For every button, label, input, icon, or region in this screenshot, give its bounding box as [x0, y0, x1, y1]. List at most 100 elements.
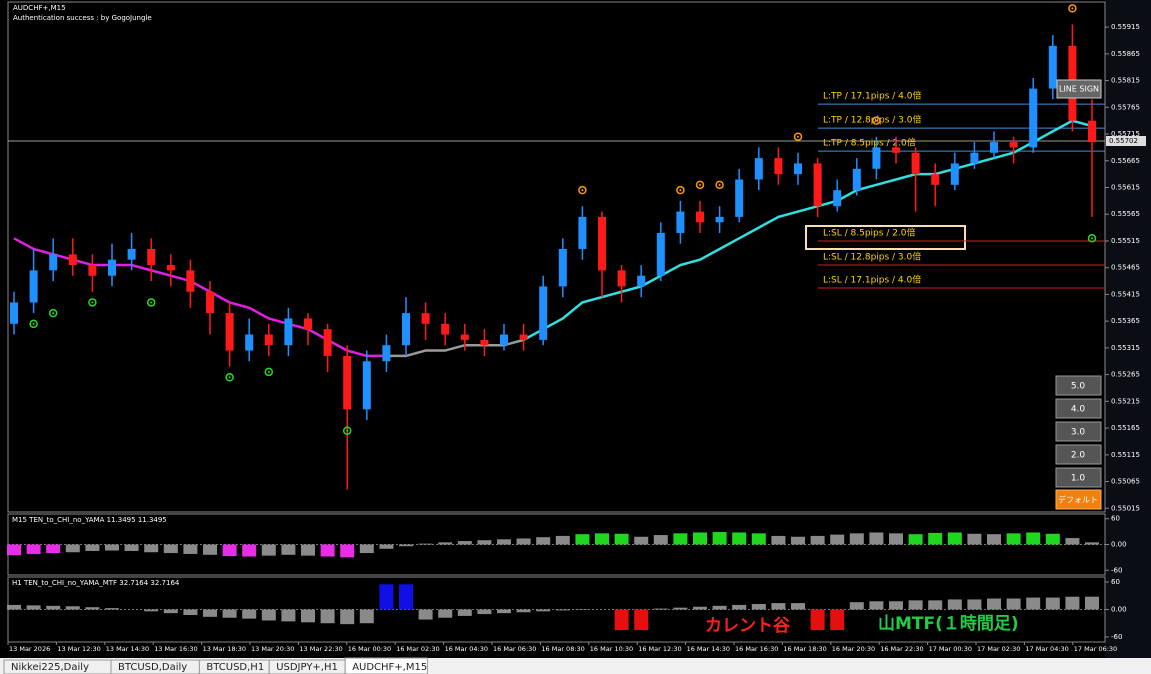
chart-tab-label: BTCUSD,Daily — [118, 662, 187, 673]
x-tick-label: 17 Mar 06:30 — [1074, 645, 1117, 653]
candle-body — [617, 270, 626, 287]
candle-body — [970, 152, 979, 164]
histogram-bar — [261, 609, 276, 621]
y-tick-label: 0.55615 — [1111, 184, 1140, 192]
histogram-bar — [869, 601, 884, 610]
histogram-bar — [105, 608, 119, 610]
multiplier-button[interactable] — [1055, 444, 1102, 465]
chart-tab-label: AUDCHF+,M15 — [352, 662, 427, 673]
candle-body — [950, 163, 959, 185]
candle-body — [108, 259, 116, 276]
histogram-bar — [46, 605, 61, 610]
histogram-bar — [947, 532, 962, 545]
histogram-bar — [712, 605, 727, 610]
candle-body — [676, 211, 685, 233]
default-button[interactable] — [1055, 489, 1102, 510]
candle-body — [735, 179, 744, 217]
status-label: Authentication success : by GogoJungle — [13, 14, 152, 22]
x-tick-label: 13 Mar 14:30 — [106, 645, 149, 653]
signal-mark — [342, 426, 352, 435]
histogram-bar — [163, 609, 178, 614]
histogram-bar — [1085, 596, 1099, 610]
histogram-bar — [418, 609, 433, 620]
x-tick-label: 16 Mar 00:30 — [348, 645, 391, 653]
candle-body — [558, 248, 567, 287]
histogram-bar — [183, 609, 198, 615]
annotation: 山MTF(１時間足) — [878, 613, 1019, 634]
candle-body — [1088, 120, 1096, 143]
x-tick-label: 17 Mar 00:30 — [929, 645, 972, 653]
candle-body — [892, 147, 900, 153]
candle-body — [88, 265, 97, 276]
histogram-bar — [987, 534, 1001, 545]
signal-mark — [146, 298, 156, 307]
histogram-bar — [536, 609, 551, 612]
histogram-bar — [144, 609, 159, 612]
histogram-bar — [634, 609, 649, 631]
histogram-bar — [85, 607, 100, 610]
histogram-bar — [771, 535, 786, 545]
histogram-bar — [65, 544, 80, 553]
histogram-bar — [928, 532, 943, 545]
signal-dot — [875, 119, 878, 122]
y-tick-label: 0.55515 — [1111, 237, 1140, 245]
histogram-bar — [203, 609, 217, 617]
candle-body — [539, 286, 548, 340]
multiplier-button[interactable] — [1055, 421, 1102, 442]
candle-body — [402, 313, 410, 346]
signal-mark — [715, 180, 724, 190]
histogram-bar — [477, 609, 492, 615]
y-tick-label: 0.00 — [1111, 606, 1127, 614]
multiplier-button[interactable] — [1055, 467, 1102, 488]
candle-body — [813, 163, 822, 207]
y-tick-label: 0.55465 — [1111, 264, 1140, 272]
histogram-bar — [928, 600, 943, 610]
multiplier-label: 4.0 — [1071, 405, 1086, 415]
histogram-bar — [693, 532, 707, 545]
signal-mark — [872, 116, 881, 125]
histogram-bar — [26, 605, 41, 610]
candle-body — [598, 216, 606, 271]
level-label: L:SL / 8.5pips / 2.0倍 — [823, 226, 916, 238]
y-tick-label: -60 — [1111, 566, 1122, 574]
candle-body — [1048, 45, 1057, 89]
candle-body — [206, 291, 214, 314]
multiplier-label: 2.0 — [1071, 451, 1086, 461]
signal-dot — [267, 370, 270, 373]
x-tick-label: 16 Mar 22:30 — [880, 645, 923, 653]
annotation: カレント谷 — [705, 616, 791, 636]
histogram-bar — [908, 534, 923, 545]
multiplier-button[interactable] — [1055, 375, 1102, 396]
histogram-bar — [830, 609, 845, 631]
signal-mark — [88, 298, 97, 307]
histogram-bar — [889, 533, 903, 545]
histogram-bar — [555, 609, 570, 611]
candle-body — [852, 168, 861, 191]
y-tick-label: 0.55715 — [1111, 130, 1140, 138]
x-tick-label: 17 Mar 02:30 — [977, 645, 1020, 653]
moving-average — [523, 119, 1093, 341]
histogram-bar — [85, 544, 100, 551]
histogram-bar — [124, 544, 139, 551]
x-tick-label: 13 Mar 16:30 — [154, 645, 197, 653]
chart-tab[interactable] — [344, 657, 428, 674]
candle-body — [29, 270, 38, 303]
candle-body — [931, 174, 940, 185]
x-tick-label: 13 Mar 18:30 — [203, 645, 246, 653]
candle-body — [147, 248, 156, 266]
candle-body — [323, 329, 332, 356]
candle-body — [1029, 88, 1038, 148]
chart-tab-label: USDJPY+,H1 — [276, 662, 338, 673]
signal-mark — [29, 319, 38, 329]
multiplier-button[interactable] — [1055, 398, 1102, 419]
histogram-bar — [320, 609, 335, 624]
histogram-bar — [105, 544, 119, 551]
x-tick-label: 16 Mar 12:30 — [638, 645, 681, 653]
histogram-bar — [7, 604, 21, 610]
candle-body — [578, 216, 587, 249]
candle-body — [304, 318, 312, 330]
y-tick-label: 0.55765 — [1111, 103, 1140, 111]
line-sign-button[interactable] — [1056, 79, 1102, 99]
histogram-bar — [477, 540, 492, 545]
histogram-bar — [967, 533, 982, 545]
